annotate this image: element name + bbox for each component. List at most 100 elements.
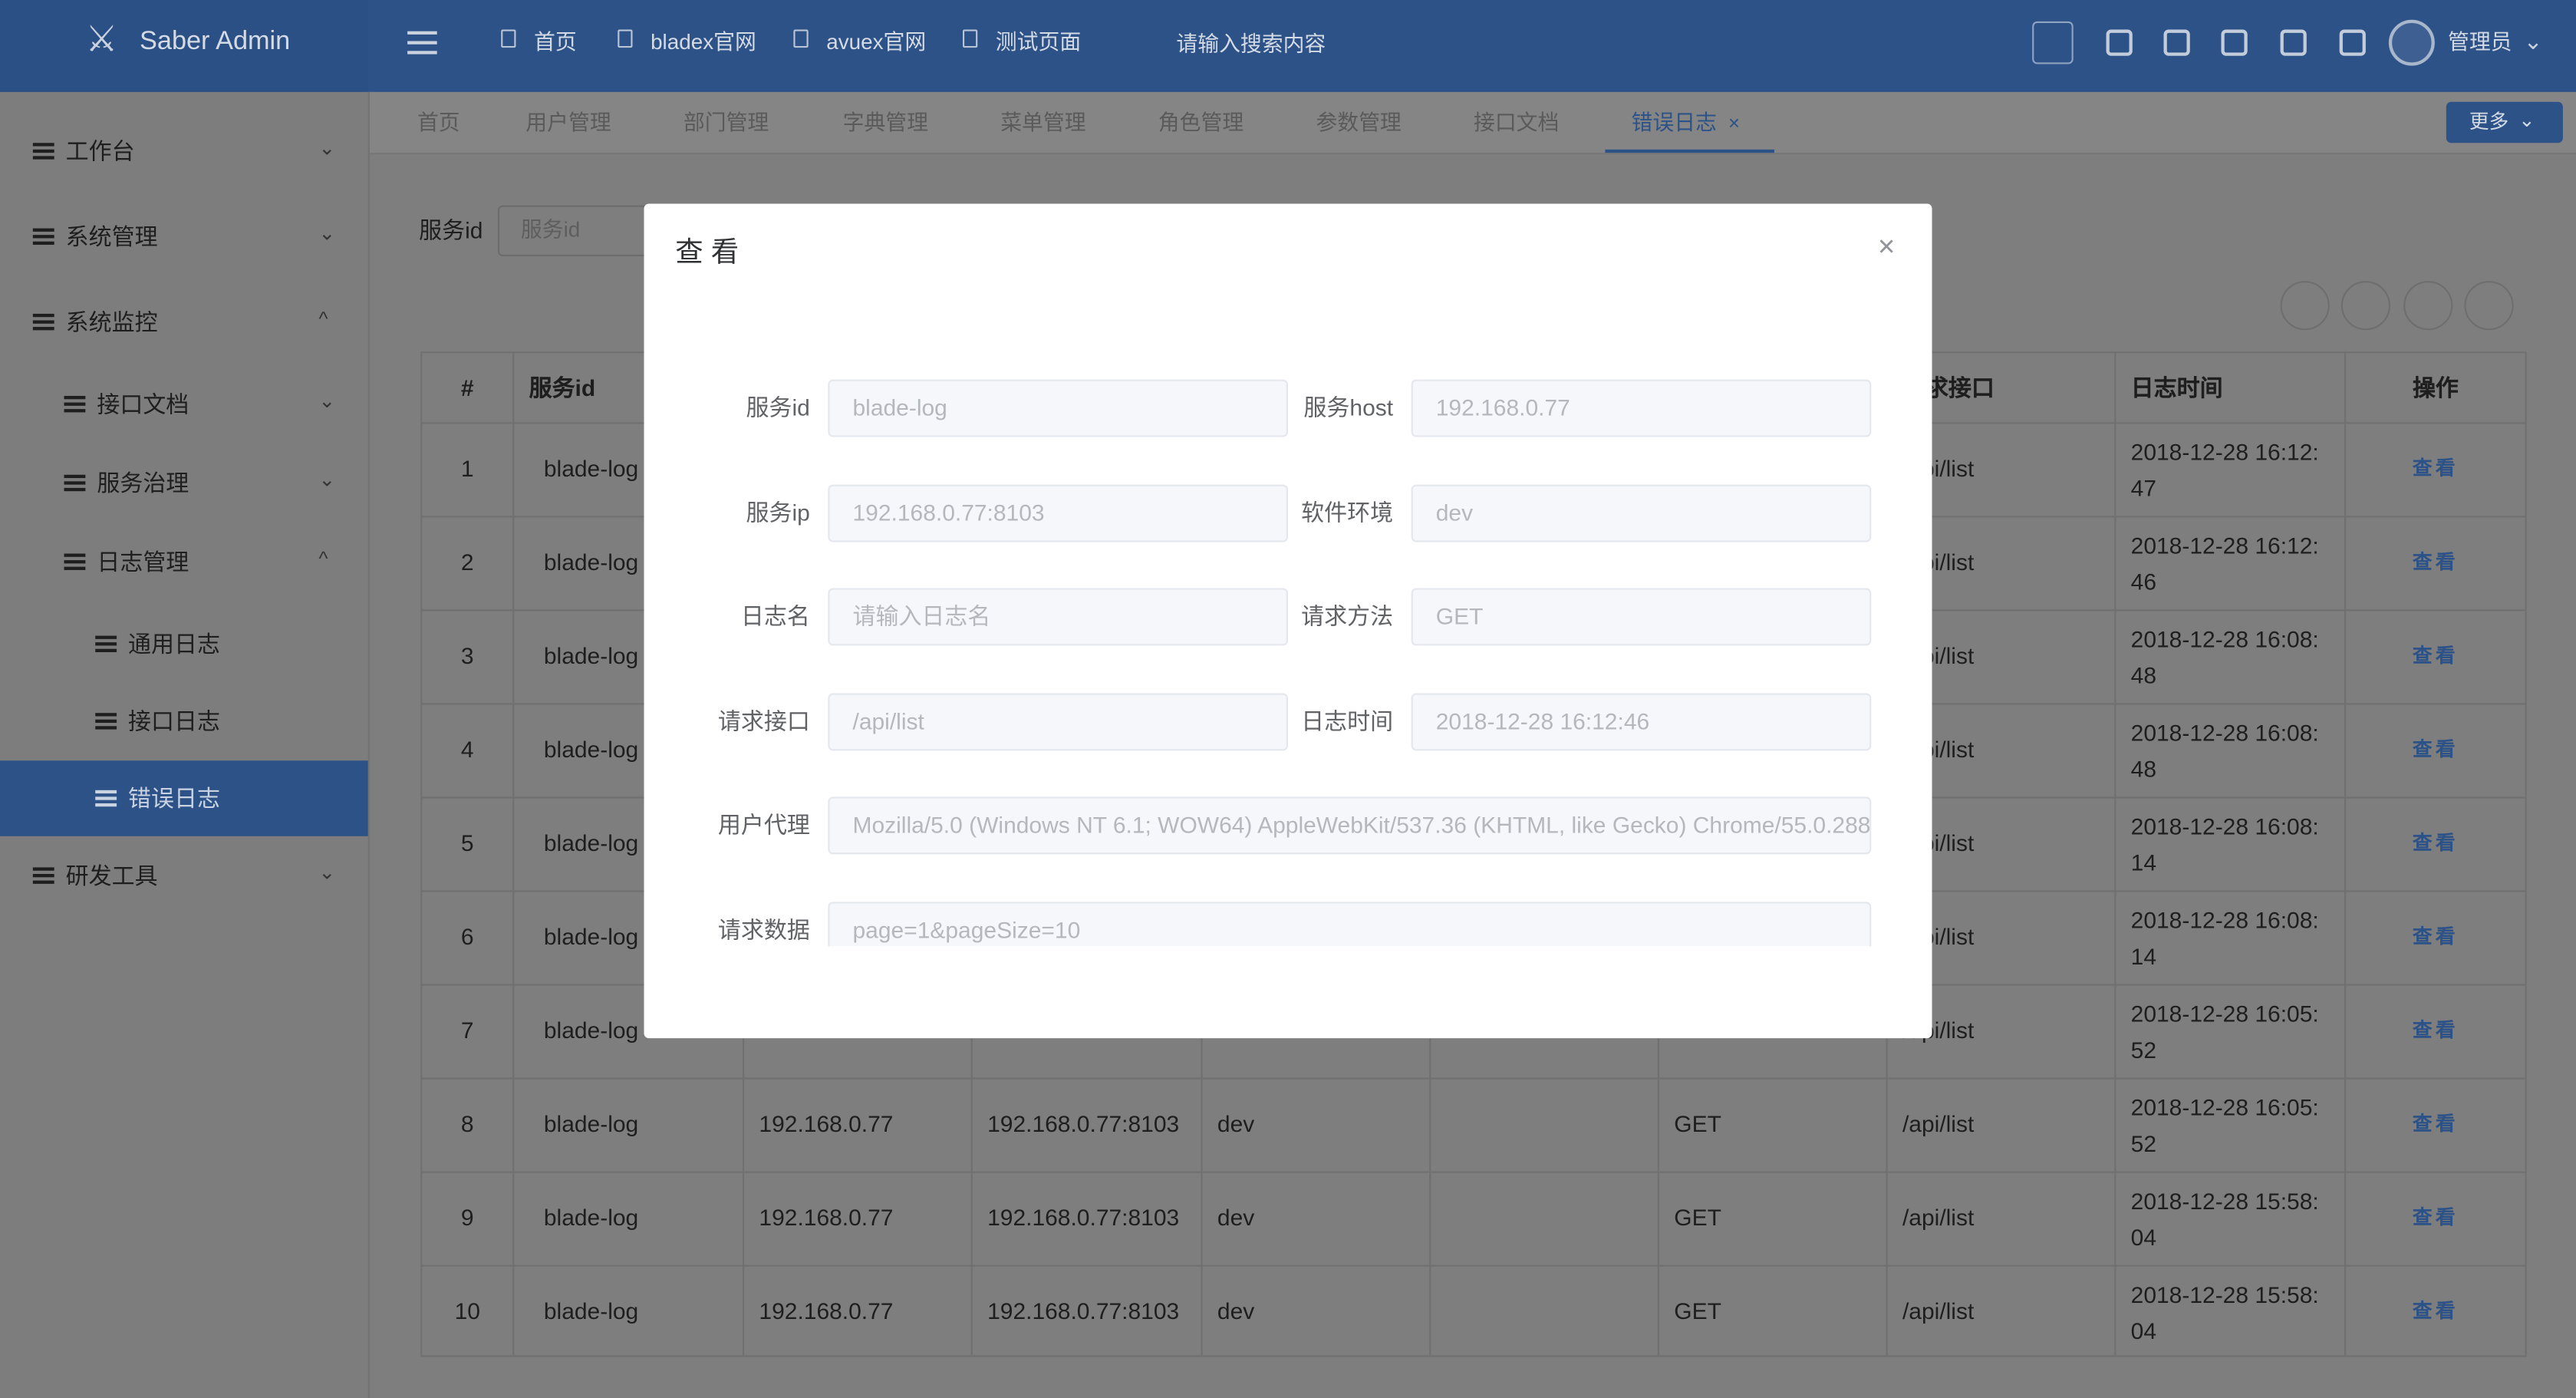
nav-link[interactable]: 测试页面	[995, 29, 1082, 54]
menu-icon	[64, 474, 86, 492]
tab[interactable]: 角色管理	[1158, 110, 1244, 135]
toolbar-icon[interactable]	[2339, 29, 2366, 56]
cell: dev	[1217, 1204, 1255, 1231]
field-input[interactable]: Mozilla/5.0 (Windows NT 6.1; WOW64) Appl…	[828, 796, 1872, 855]
menu-item[interactable]: 工作台	[65, 137, 135, 165]
cell: 3	[460, 642, 474, 669]
tab[interactable]: 字典管理	[842, 110, 929, 135]
row-line	[422, 1077, 2525, 1080]
menu-active	[0, 760, 368, 836]
cell: 192.168.0.77:8103	[987, 1297, 1180, 1324]
tab[interactable]: 菜单管理	[1000, 110, 1086, 135]
view-button[interactable]: 查看	[2412, 1112, 2459, 1136]
tab[interactable]: 部门管理	[683, 110, 769, 135]
cell: blade-log	[543, 642, 639, 669]
menu-toggle[interactable]	[407, 31, 437, 54]
menu-icon-mid	[32, 149, 54, 153]
cell: blade-log	[543, 923, 639, 950]
dialog-close[interactable]: ×	[1877, 229, 1896, 263]
user-name[interactable]: 管理员	[2447, 29, 2512, 54]
dropdown-box[interactable]	[2032, 21, 2074, 64]
nav-link[interactable]: bladex官网	[651, 29, 756, 54]
menu-item[interactable]: 错误日志	[128, 785, 220, 812]
field-input[interactable]: 请输入日志名	[828, 588, 1289, 646]
cell: GET	[1674, 1110, 1721, 1137]
sidebar: 工作台 ⌄ 系统管理 ⌄ 系统监控 ^ 接口文档 ⌄ 服务治理 ⌄ 日志管理 ^ 通用日志 接口日志 错误日…	[0, 91, 370, 1398]
menu-item[interactable]: 系统监控	[65, 308, 158, 335]
cell: /api/list	[1902, 1110, 1975, 1137]
cell: 4	[460, 736, 474, 763]
column-header: #	[460, 374, 474, 401]
tab-close[interactable]: ×	[1728, 111, 1740, 135]
menu-icon	[95, 790, 117, 807]
search-input[interactable]: 请输入搜索内容	[1176, 31, 1326, 56]
cell: 192.168.0.77:8103	[987, 1204, 1180, 1231]
cell: dev	[1217, 1110, 1255, 1137]
view-button[interactable]: 查看	[2412, 1018, 2459, 1042]
menu-item[interactable]: 接口日志	[128, 707, 220, 735]
cell: 192.168.0.77	[759, 1110, 894, 1137]
view-button[interactable]: 查看	[2412, 457, 2459, 480]
view-button[interactable]: 查看	[2412, 831, 2459, 855]
menu-item[interactable]: 研发工具	[65, 862, 158, 889]
col-line	[2114, 353, 2116, 1356]
nav-link[interactable]: avuex官网	[826, 29, 927, 54]
cell: 7	[460, 1017, 474, 1044]
menu-item[interactable]: 服务治理	[97, 470, 189, 496]
tab[interactable]: 参数管理	[1316, 110, 1402, 135]
menu-item[interactable]: 接口文档	[97, 391, 189, 417]
menu-icon-mid	[32, 874, 54, 878]
toolbar-icon[interactable]	[2163, 29, 2190, 56]
cell: /api/list	[1902, 1204, 1975, 1231]
cell: 6	[460, 923, 474, 950]
menu-icon-mid	[64, 481, 86, 485]
view-button[interactable]: 查看	[2412, 925, 2459, 948]
cell: blade-log	[543, 1017, 639, 1044]
menu-item[interactable]: 系统管理	[65, 223, 158, 250]
nav-link[interactable]: 首页	[534, 29, 577, 54]
tab[interactable]: 接口文档	[1473, 110, 1560, 135]
field-input[interactable]: /api/list	[828, 692, 1289, 750]
tab[interactable]: 错误日志	[1631, 110, 1717, 135]
view-button[interactable]: 查看	[2412, 644, 2459, 668]
field-input[interactable]: GET	[1411, 588, 1872, 646]
toolbar-icon[interactable]	[2280, 29, 2307, 56]
cell: GET	[1674, 1204, 1721, 1231]
view-button[interactable]: 查看	[2412, 550, 2459, 574]
avatar[interactable]	[2388, 19, 2435, 66]
view-button[interactable]: 查看	[2412, 737, 2459, 761]
field-input[interactable]: 2018-12-28 16:12:46	[1411, 692, 1872, 750]
tab-underline	[1605, 149, 1774, 153]
more-button[interactable]	[2446, 101, 2563, 143]
brand-icon: ⚔	[85, 18, 118, 60]
menu-icon	[32, 867, 54, 884]
menu-item[interactable]: 通用日志	[128, 631, 220, 658]
table-tool[interactable]	[2280, 281, 2330, 331]
view-button[interactable]: 查看	[2412, 1299, 2459, 1323]
col-line	[2344, 353, 2347, 1356]
table-tool[interactable]	[2403, 281, 2453, 331]
toolbar-icon[interactable]	[2221, 29, 2248, 56]
menu-chevron: ^	[318, 307, 328, 331]
view-button[interactable]: 查看	[2412, 1205, 2459, 1229]
field-input[interactable]: blade-log	[828, 379, 1289, 437]
table-tool[interactable]	[2340, 281, 2391, 331]
toolbar-icon[interactable]	[2106, 29, 2133, 56]
field-input[interactable]: dev	[1411, 483, 1872, 542]
menu-item[interactable]: 日志管理	[97, 549, 189, 575]
menu-icon	[32, 143, 54, 160]
menu-icon	[95, 635, 117, 652]
cell: 2018-12-28 16:05:52	[2130, 1000, 2319, 1063]
column-header: 操作	[2412, 374, 2459, 401]
tab[interactable]: 用户管理	[525, 110, 611, 135]
field-input[interactable]: 192.168.0.77:8103	[828, 483, 1289, 542]
field-input[interactable]: 192.168.0.77	[1411, 379, 1872, 437]
tab[interactable]: 首页	[417, 110, 460, 135]
table-tool[interactable]	[2464, 281, 2514, 331]
cell: dev	[1217, 1297, 1255, 1324]
field-input[interactable]: page=1&pageSize=10	[828, 901, 1872, 947]
menu-icon-mid	[95, 719, 117, 724]
filter-label: 服务id	[419, 216, 483, 243]
menu-chevron: ^	[318, 546, 328, 570]
